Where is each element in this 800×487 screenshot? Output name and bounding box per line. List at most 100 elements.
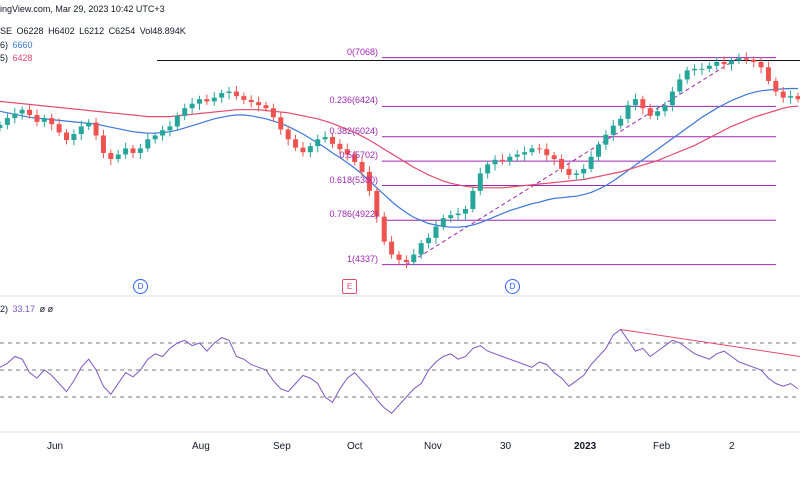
rsi-line [0, 328, 799, 414]
candle-body [71, 134, 77, 141]
candle-body [492, 159, 498, 165]
candle-body [330, 137, 335, 144]
candle-body [300, 147, 306, 153]
dividend-marker-1[interactable]: D [133, 279, 148, 294]
candle-body [115, 154, 121, 160]
candle-body [610, 125, 616, 135]
volume-value: Vol48.894K [139, 26, 186, 36]
candle-body [566, 168, 572, 175]
fib-level-label: 1(4337) [346, 253, 378, 264]
candle-body [714, 61, 720, 66]
rsi-label: 2) [0, 304, 9, 314]
candle-body [729, 60, 734, 65]
candle-body [137, 148, 143, 153]
x-tick-label: Oct [347, 441, 363, 452]
candle-body [551, 155, 557, 160]
candle-body [758, 61, 764, 68]
rsi-legend: 2) 33.17 ø ø [0, 304, 55, 314]
candle-body [559, 159, 565, 169]
candle-body [470, 190, 476, 210]
candle-body [64, 132, 69, 141]
candle-body [692, 68, 698, 71]
rsi-divergence-line [620, 329, 800, 357]
x-tick-label: Aug [192, 441, 210, 452]
candle-body [573, 173, 579, 175]
candle-body [743, 58, 749, 60]
candle-body [130, 148, 136, 153]
ma1-value: 6660 [12, 40, 33, 50]
x-tick-label: 2023 [574, 441, 597, 452]
x-tick-label: Sep [273, 441, 291, 452]
candle-body [167, 126, 173, 131]
candle-body [152, 135, 158, 140]
candle-body [49, 118, 55, 125]
candle-body [374, 190, 380, 217]
open-value: O6228 [16, 26, 44, 36]
candle-body [189, 103, 195, 109]
ma-legend-1: 6) 6660 [0, 40, 35, 50]
ma-line-pink [0, 100, 799, 189]
candle-body [219, 93, 225, 98]
candle-body [174, 115, 180, 127]
candle-body [640, 99, 646, 109]
candle-body [270, 108, 276, 118]
candle-body [788, 96, 794, 98]
candle-body [706, 65, 712, 69]
candle-body [56, 124, 62, 133]
candle-body [337, 143, 343, 150]
candle-body [41, 118, 47, 122]
candle-body [389, 241, 395, 255]
candle-body [27, 109, 33, 116]
ma2-label: 5) [0, 53, 9, 63]
candle-body [34, 115, 40, 122]
candle-body [455, 213, 461, 216]
fib-level-label: 0.786(4922) [329, 209, 378, 220]
candle-body [100, 135, 106, 153]
close-value: C6254 [108, 26, 136, 36]
ticker-suffix: SE [0, 26, 13, 36]
candle-body [499, 159, 505, 162]
candle-body [78, 126, 84, 134]
candle-body [677, 79, 683, 92]
ma1-label: 6) [0, 40, 9, 50]
candle-body [0, 124, 3, 128]
earnings-marker[interactable]: E [342, 279, 357, 294]
candle-body [241, 96, 247, 100]
header-ohlc-values: SE O6228 H6402 L6212 C6254 Vol48.894K [0, 26, 188, 36]
candle-body [522, 152, 528, 155]
x-tick-label: 30 [500, 441, 512, 452]
candle-body [433, 226, 439, 238]
rsi-value: 33.17 [12, 304, 36, 314]
candle-body [93, 122, 99, 136]
candle-body [721, 61, 727, 65]
candle-body [544, 149, 550, 156]
candle-body [485, 164, 491, 174]
x-tick-label: Nov [424, 441, 442, 452]
candle-body [514, 154, 520, 157]
candle-body [596, 144, 601, 157]
candle-body [263, 105, 269, 109]
candle-body [618, 118, 624, 126]
candle-body [440, 218, 446, 227]
fib-level-label: 0.236(6424) [329, 95, 378, 106]
candle-body [765, 67, 771, 81]
fib-level-label: 0.382(6024) [329, 125, 378, 136]
candle-body [315, 139, 321, 147]
ma-legend-2: 5) 6428 [0, 53, 35, 63]
candle-body [403, 259, 409, 263]
ma-line-blue [0, 87, 798, 228]
dividend-marker-2[interactable]: D [505, 279, 520, 294]
candle-body [381, 216, 387, 242]
candle-body [12, 113, 18, 119]
candle-body [588, 156, 594, 169]
candle-body [108, 152, 114, 160]
candle-body [204, 99, 210, 102]
high-value: H6402 [48, 26, 75, 36]
candle-body [396, 254, 402, 260]
candle-body [160, 130, 166, 136]
x-tick-label: Feb [653, 441, 671, 452]
candle-body [684, 70, 690, 80]
candle-body [86, 122, 92, 127]
candle-body [536, 148, 542, 150]
